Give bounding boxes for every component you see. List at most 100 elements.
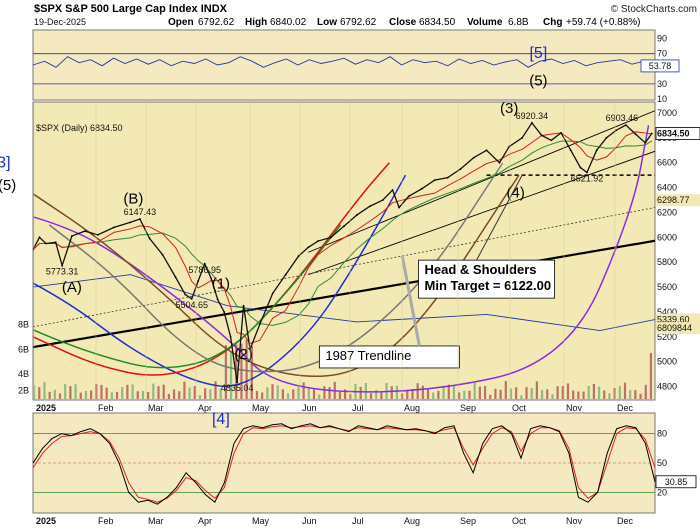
lower-band (33, 274, 655, 332)
volume-bar (110, 392, 113, 399)
price-label: 5504.65 (175, 300, 208, 310)
volume-bar (152, 383, 155, 399)
volume-bar (318, 394, 321, 399)
volume-bar (229, 351, 233, 399)
volume-tick-label: 2B (18, 385, 29, 395)
month-label: May (252, 403, 270, 413)
volume-bar (634, 390, 637, 399)
volume-bar (58, 393, 62, 399)
volume-bar (359, 386, 362, 399)
trendlines (33, 110, 655, 349)
wave-label: (A) (62, 279, 82, 296)
price-point (508, 145, 511, 148)
price-point (317, 240, 319, 242)
price-point (634, 133, 637, 135)
rsi-last-box (640, 59, 680, 73)
volume-bar (623, 382, 627, 399)
price-point (38, 236, 41, 239)
price-point (381, 199, 384, 201)
wave-label: (4) (507, 185, 525, 202)
volume-bar (276, 385, 279, 399)
channel-upper (308, 110, 655, 253)
rsi-tick-label: 30 (657, 79, 667, 89)
price-point (433, 179, 436, 182)
right-label-box (655, 127, 700, 140)
volume-bar (494, 388, 497, 399)
volume-bar (613, 388, 616, 399)
rsi-layer: 907050301053.78 (32, 34, 680, 104)
volume-bar (183, 381, 186, 399)
volume-bar (375, 389, 378, 399)
volume-bar (162, 384, 165, 399)
price-point (223, 311, 226, 313)
month-label: 2025 (36, 403, 56, 413)
volume-value: 6.8B (508, 17, 529, 28)
price-point (472, 156, 475, 159)
volume-bar (437, 390, 440, 399)
price-point (391, 189, 394, 191)
volume-bar (224, 345, 227, 399)
price-point (70, 235, 73, 237)
volume-bar (297, 387, 300, 399)
volume-bar (53, 389, 56, 399)
price-point (356, 214, 358, 216)
volume-bar (566, 383, 570, 399)
volume-bar (416, 383, 419, 399)
volume-bar (561, 385, 564, 399)
annotation-text: Head & Shoulders (425, 262, 537, 277)
price-tick-label: 5600 (657, 282, 677, 292)
annotation-box (418, 259, 555, 299)
rsi-last-label: 53.78 (649, 61, 672, 71)
volume-bar (95, 383, 98, 399)
volume-bar (64, 384, 67, 399)
volume-bar (629, 390, 632, 399)
stoch-last-box (655, 475, 697, 489)
volume-bar (292, 389, 295, 399)
volume-bar (540, 389, 544, 399)
price-series-label: $SPX (Daily) 6834.50 (36, 123, 123, 133)
right-label: 5339.60 (657, 314, 690, 324)
volume-label: Volume (467, 17, 503, 28)
month-label: Sep (460, 516, 476, 526)
volume-bar (504, 381, 507, 399)
price-line (33, 121, 653, 383)
price-point (644, 141, 647, 144)
volume-bar (48, 391, 51, 399)
price-point (560, 131, 562, 134)
price-point (485, 149, 488, 152)
price-point (271, 292, 274, 295)
symbol-title: $SPX S&P 500 Large Cap Index INDX (34, 3, 228, 15)
volume-bar (255, 390, 259, 399)
price-tick-label: 5000 (657, 357, 677, 367)
month-label: Dec (617, 403, 634, 413)
price-point (216, 298, 219, 301)
price-layer: 6147.43 5786.95 5773.31 5504.65 4835.04 6920.… (0, 45, 700, 428)
volume-bar (364, 383, 367, 399)
volume-bar (281, 389, 284, 399)
volume-bar (530, 388, 533, 399)
volume-bar (79, 392, 82, 399)
volume-bar (587, 385, 590, 399)
price-tick-label: 6200 (657, 207, 677, 217)
volume-bar (136, 391, 139, 399)
price-tick-label: 5400 (657, 307, 677, 317)
price-label: 5786.95 (188, 265, 221, 275)
price-series (33, 121, 653, 384)
volume-bar (147, 392, 150, 399)
cycle-arc-green (33, 224, 342, 369)
price-label: 4835.04 (221, 383, 254, 393)
price-point (113, 226, 115, 229)
volume-bar (458, 392, 461, 399)
price-point (530, 121, 533, 124)
volume-bar (188, 387, 191, 399)
volume-bar (131, 384, 134, 399)
quote-date: 19-Dec-2025 (34, 17, 86, 27)
ma-fast-line (33, 131, 652, 345)
price-point (96, 233, 99, 236)
wave-label: (3) (500, 100, 518, 117)
volume-bar (395, 385, 399, 399)
volume-bar (240, 343, 243, 399)
price-tick-label: 6000 (657, 232, 677, 242)
month-label: Nov (566, 403, 583, 413)
stoch-tick-label: 80 (657, 429, 667, 439)
